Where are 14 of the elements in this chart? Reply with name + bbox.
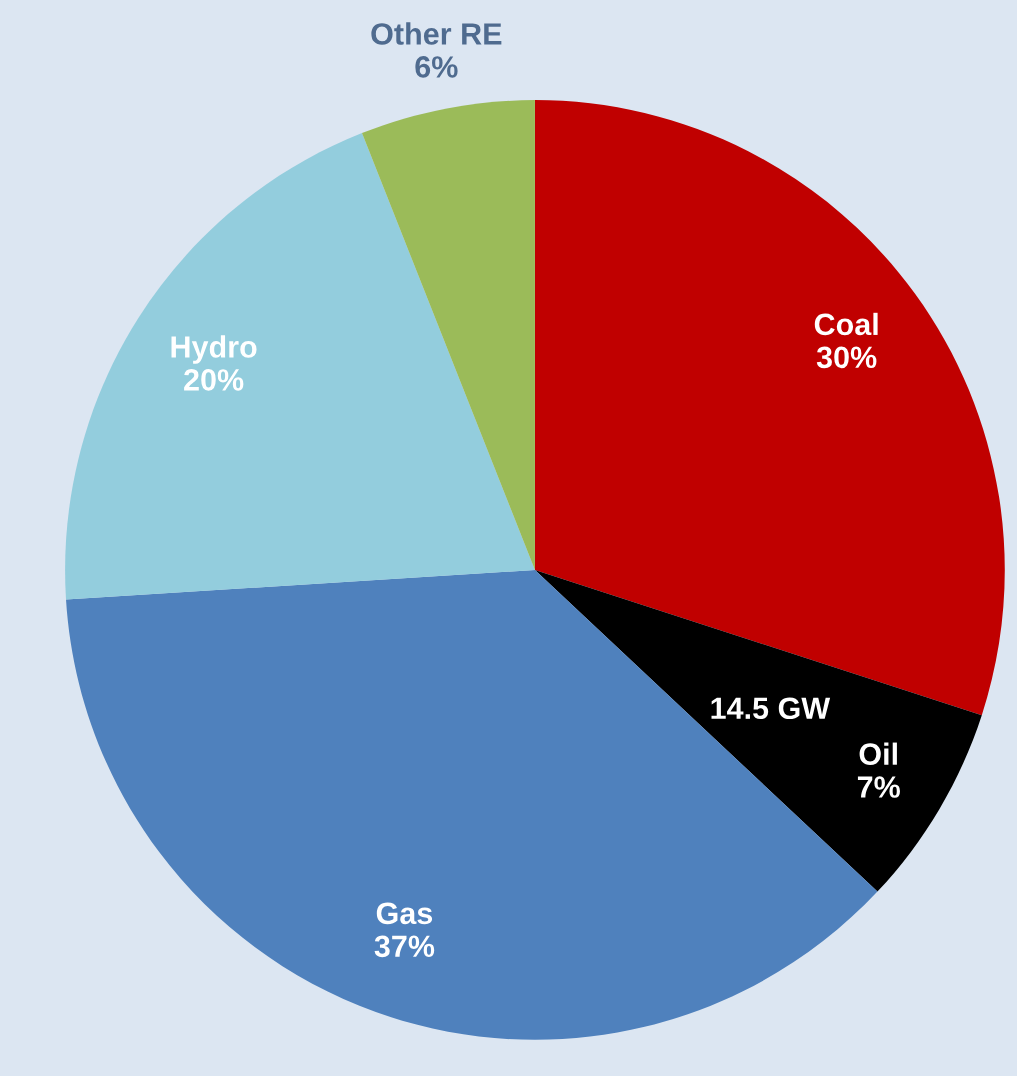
pie-slice bbox=[534, 569, 982, 892]
slice-label: Coal bbox=[814, 312, 878, 336]
pie-slice bbox=[361, 100, 535, 570]
data-label: 30% bbox=[816, 346, 877, 369]
data-label: 7% bbox=[857, 776, 900, 798]
data-label: 20% bbox=[184, 369, 244, 391]
slice-label: Gas bbox=[376, 902, 433, 925]
data-label: 6% bbox=[415, 56, 458, 78]
slice-label: Oil bbox=[859, 742, 897, 765]
slice-label: Other RE bbox=[371, 22, 502, 45]
pie-slice bbox=[65, 133, 535, 600]
text: 14.5 GW bbox=[711, 697, 831, 720]
slice-label: Hydro bbox=[171, 335, 257, 364]
data-label: 37% bbox=[374, 935, 435, 958]
